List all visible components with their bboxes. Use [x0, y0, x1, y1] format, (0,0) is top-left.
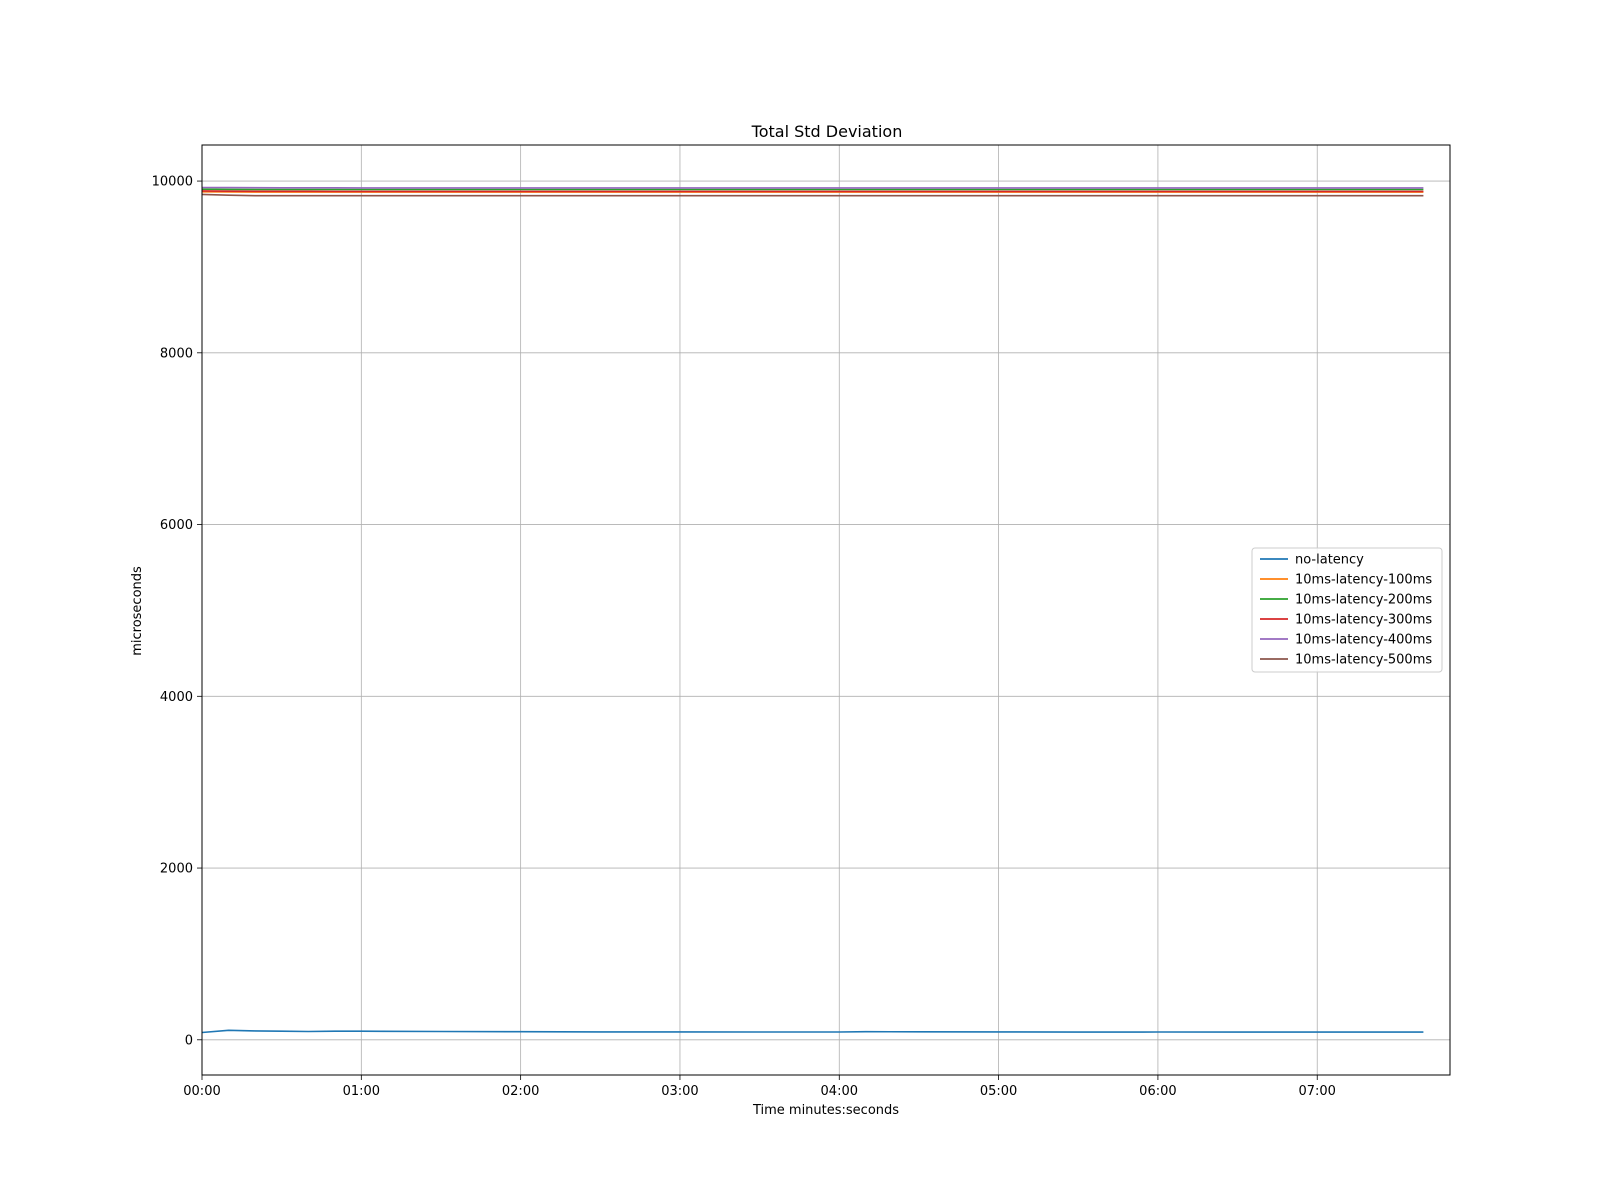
series-line-no-latency — [201, 1029, 1424, 1034]
y-tick-label: 10000 — [152, 175, 193, 190]
chart-title: Total Std Deviation — [751, 122, 903, 141]
x-tick-label: 03:00 — [661, 1084, 698, 1099]
legend-label: 10ms-latency-200ms — [1295, 593, 1432, 608]
legend-box — [1251, 547, 1443, 673]
y-tick-label: 2000 — [160, 862, 193, 877]
y-tick-label: 0 — [185, 1033, 193, 1048]
grid-lines — [201, 145, 1450, 1075]
legend-label: no-latency — [1295, 553, 1364, 568]
x-axis-label: Time minutes:seconds — [752, 1103, 899, 1118]
x-tick-label: 02:00 — [502, 1084, 539, 1099]
legend-label: 10ms-latency-300ms — [1295, 613, 1432, 628]
x-axis: 00:00 01:00 02:00 03:00 04:00 05:00 06:00 07:00 — [183, 1075, 1336, 1099]
x-tick-label: 00:00 — [183, 1084, 220, 1099]
x-tick-label: 01:00 — [343, 1084, 380, 1099]
x-tick-label: 05:00 — [980, 1084, 1017, 1099]
series-line-10ms-latency-300ms — [201, 190, 1424, 193]
legend: no-latency 10ms-latency-100ms 10ms-latency… — [1251, 547, 1443, 673]
x-tick-label: 04:00 — [821, 1084, 858, 1099]
x-tick-label: 07:00 — [1298, 1084, 1335, 1099]
y-axis-label: microseconds — [130, 566, 145, 656]
legend-label: 10ms-latency-500ms — [1295, 653, 1432, 668]
series-line-10ms-latency-500ms — [201, 193, 1424, 197]
x-tick-label: 06:00 — [1139, 1084, 1176, 1099]
legend-label: 10ms-latency-100ms — [1295, 573, 1432, 588]
y-tick-label: 8000 — [160, 346, 193, 361]
y-tick-label: 4000 — [160, 690, 193, 705]
y-axis: 0 2000 4000 6000 8000 10000 — [152, 175, 202, 1048]
plot-frame — [201, 144, 1451, 1076]
y-tick-label: 6000 — [160, 518, 193, 533]
legend-label: 10ms-latency-400ms — [1295, 633, 1432, 648]
series-lines — [201, 186, 1424, 1034]
